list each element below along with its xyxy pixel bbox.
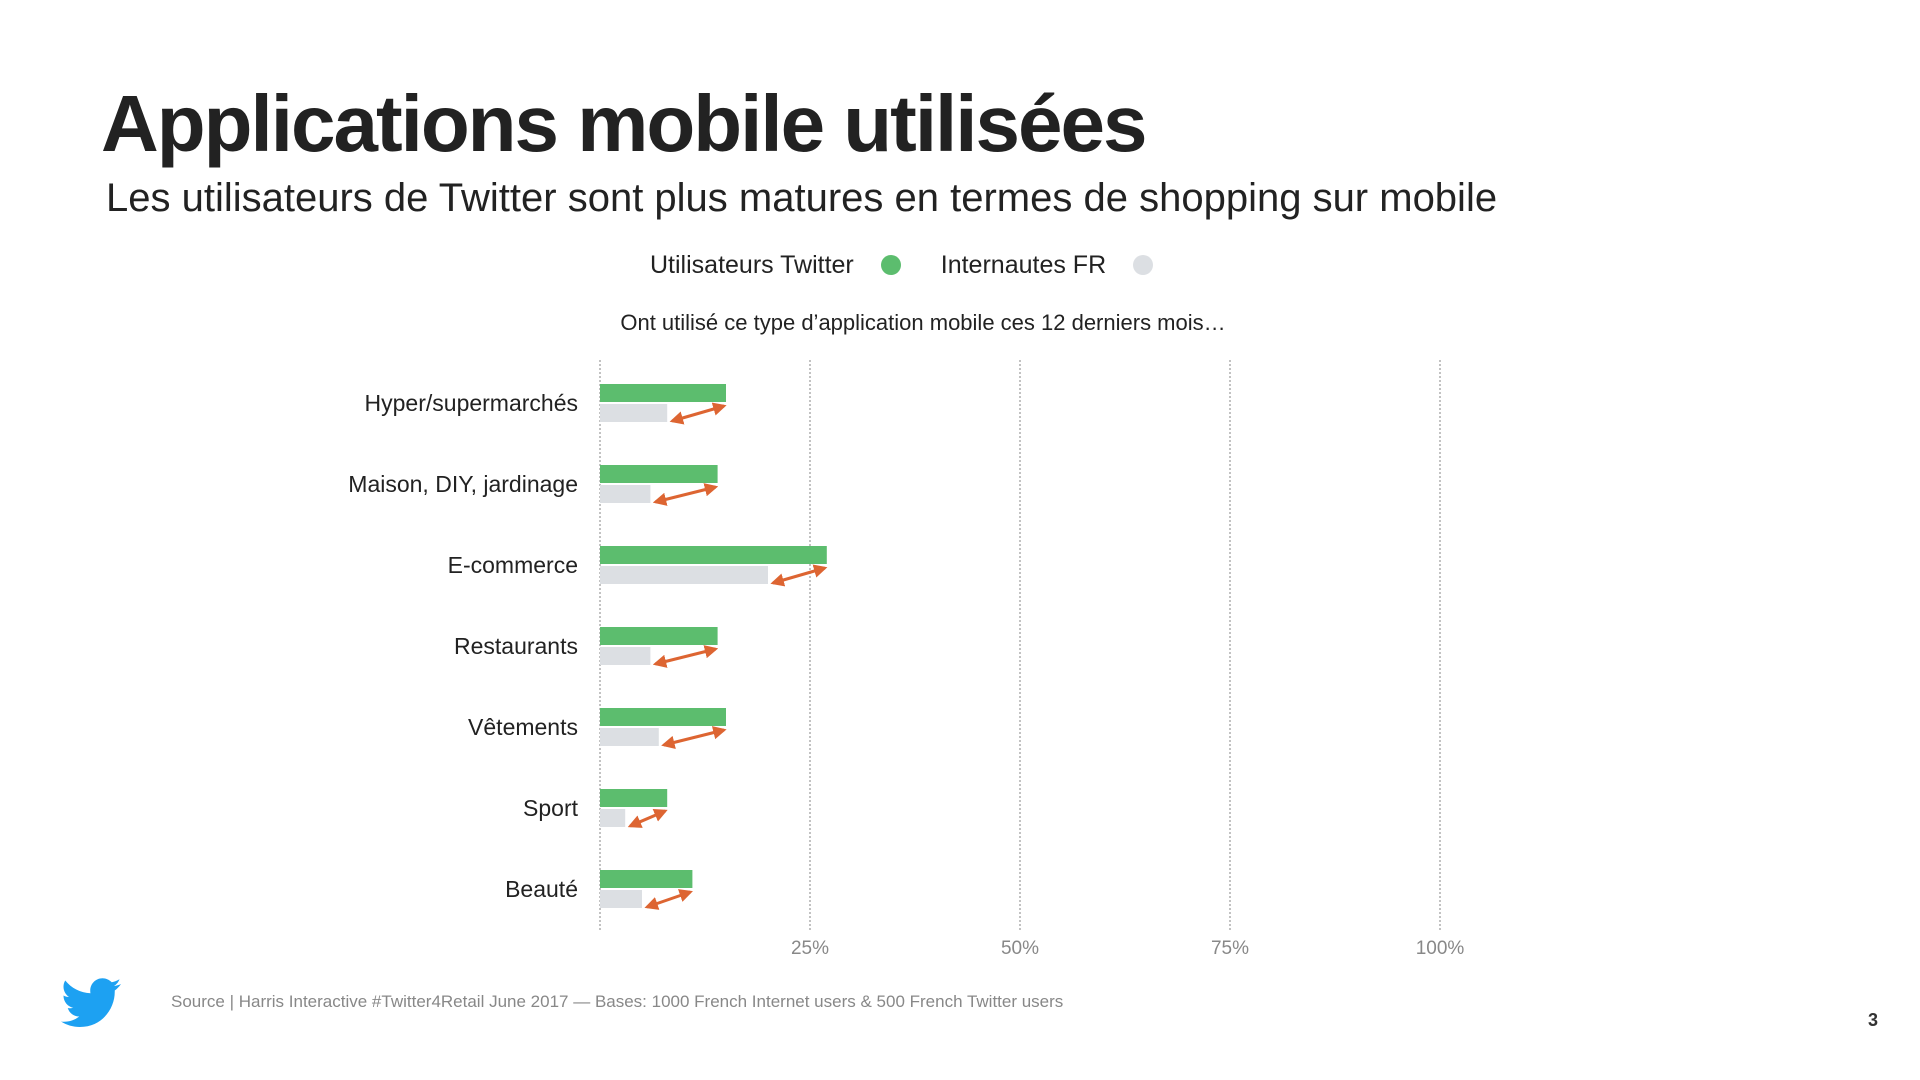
gap-arrow	[644, 889, 693, 910]
twitter-bird-icon	[61, 978, 121, 1027]
category-label: E-commerce	[448, 552, 578, 578]
x-tick-label: 50%	[1001, 938, 1039, 959]
legend-item-internautes: Internautes FR	[940, 250, 1154, 280]
bar-twitter	[600, 384, 726, 402]
x-tick-label: 75%	[1211, 938, 1249, 959]
category-label: Beauté	[505, 876, 578, 902]
x-tick-label: 100%	[1416, 938, 1465, 959]
bar-internautes	[600, 404, 668, 422]
legend-item-twitter: Utilisateurs Twitter	[650, 251, 901, 280]
bar-twitter	[600, 546, 827, 564]
legend-swatch-twitter	[880, 255, 901, 275]
source-note: Source | Harris Interactive #Twitter4Ret…	[171, 992, 1064, 1011]
category-label: Restaurants	[454, 633, 578, 659]
category-label: Hyper/supermarchés	[365, 390, 578, 416]
page-subtitle: Les utilisateurs de Twitter sont plus ma…	[106, 176, 1498, 220]
bar-internautes	[600, 809, 626, 827]
gap-arrow	[652, 645, 719, 668]
bar-twitter	[600, 789, 668, 807]
chart-legend: Utilisateurs Twitter Internautes FR	[650, 248, 1154, 282]
bar-internautes	[600, 890, 642, 908]
bar-internautes	[600, 728, 659, 746]
bar-internautes	[600, 566, 768, 584]
gap-arrow	[652, 483, 719, 506]
bar-twitter	[600, 870, 693, 888]
category-label: Maison, DIY, jardinage	[348, 471, 578, 497]
bar-twitter	[600, 708, 726, 726]
category-label: Vêtements	[468, 714, 578, 740]
legend-swatch-internautes	[1133, 255, 1154, 275]
page-title: Applications mobile utilisées	[101, 79, 1147, 168]
bar-internautes	[600, 647, 651, 665]
gap-arrow	[770, 564, 828, 587]
page-number: 3	[1868, 1010, 1879, 1030]
category-label: Sport	[523, 795, 579, 821]
gap-arrow	[627, 809, 668, 828]
bar-chart: 25% 50% 75% 100% Hyper/supermarchés Maison, D…	[348, 360, 1465, 959]
x-tick-label: 25%	[791, 938, 829, 959]
gap-arrow	[669, 402, 727, 425]
bar-twitter	[600, 627, 718, 645]
gap-arrow	[661, 726, 727, 749]
legend-label-internautes: Internautes FR	[940, 250, 1107, 279]
bar-twitter	[600, 465, 718, 483]
chart-question: Ont utilisé ce type d’application mobile…	[620, 310, 1226, 335]
legend-label-twitter: Utilisateurs Twitter	[650, 250, 854, 279]
bar-internautes	[600, 485, 651, 503]
